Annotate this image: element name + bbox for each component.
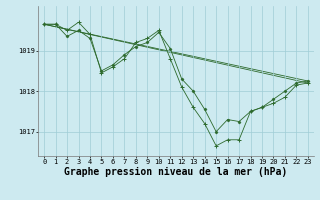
X-axis label: Graphe pression niveau de la mer (hPa): Graphe pression niveau de la mer (hPa) <box>64 167 288 177</box>
